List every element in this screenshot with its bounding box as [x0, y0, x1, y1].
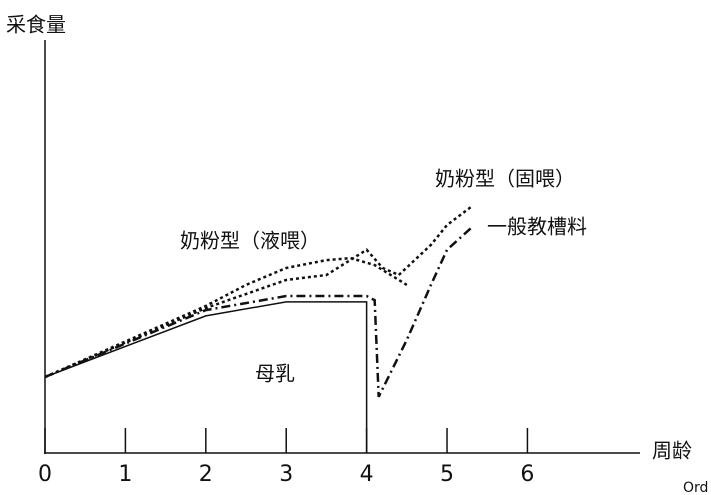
series-label: 一般教槽料	[487, 215, 587, 239]
series-line	[44, 226, 472, 398]
series-line	[44, 301, 368, 453]
y-axis-label: 采食量	[6, 13, 66, 37]
x-tick-label: 2	[199, 462, 213, 487]
x-tick-label: 4	[360, 462, 374, 487]
x-tick-label: 3	[279, 462, 293, 487]
series-label: 奶粉型（固喂）	[435, 167, 575, 191]
series-line	[44, 256, 408, 379]
series-label: 母乳	[255, 362, 295, 386]
x-axis-label: 周龄	[652, 439, 692, 463]
series-line	[44, 205, 472, 379]
series-label: 奶粉型（液喂）	[180, 229, 320, 253]
x-tick-label: 0	[38, 462, 52, 487]
x-tick-label: 5	[440, 462, 454, 487]
x-tick-label: 1	[118, 462, 132, 487]
corner-text: Ord	[683, 480, 708, 495]
x-tick-label: 6	[520, 462, 534, 487]
